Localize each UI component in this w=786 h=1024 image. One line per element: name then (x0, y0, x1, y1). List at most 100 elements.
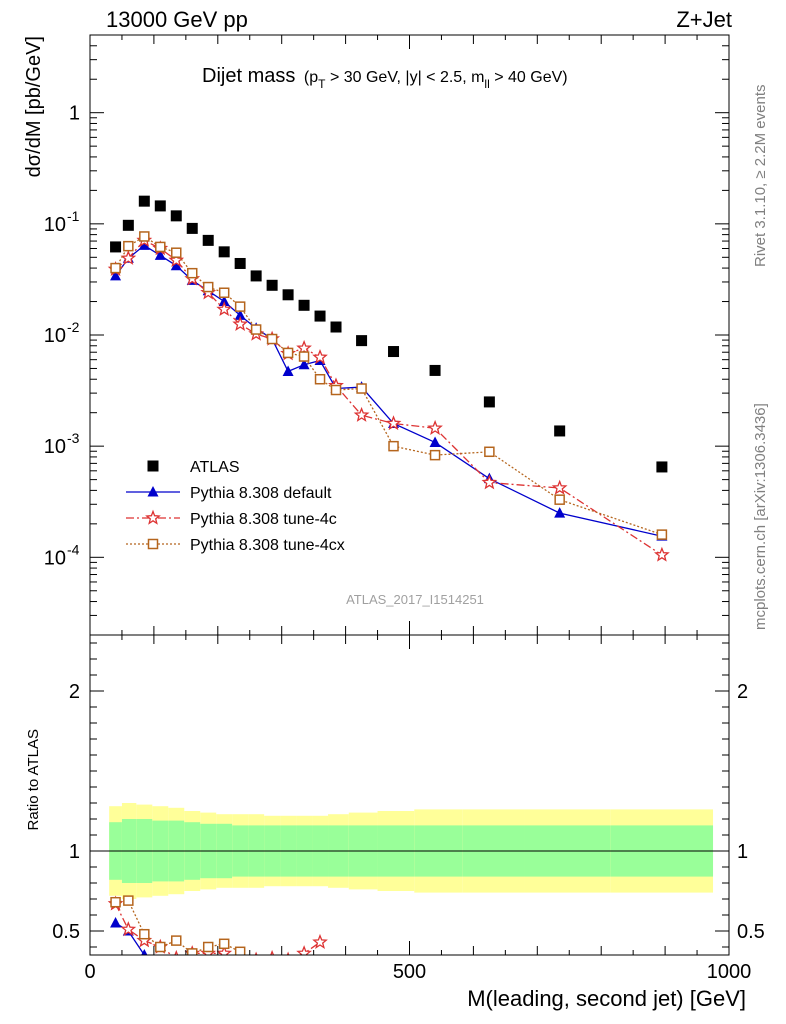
data-point (314, 310, 326, 322)
x-tick-label: 1000 (707, 961, 752, 983)
data-point (168, 252, 185, 268)
data-point (356, 383, 367, 394)
ratio-tick-label-left: 1 (69, 841, 80, 863)
ratio-point (234, 946, 246, 955)
data-point (110, 269, 122, 281)
data-point (122, 219, 134, 231)
legend-marker (145, 509, 161, 525)
ratio-line (115, 899, 241, 955)
data-point (232, 315, 249, 331)
data-point (218, 295, 230, 307)
data-point (330, 321, 342, 333)
legend-entry: ATLAS (147, 459, 240, 476)
data-point (429, 436, 441, 447)
data-point (154, 200, 166, 212)
y-tick-label: 10 (44, 436, 66, 458)
x-tick-label: 0 (84, 961, 95, 983)
ratio-frame (89, 634, 730, 956)
ratio-point (139, 928, 150, 940)
ratio-point (155, 941, 166, 953)
legend-entry: Pythia 8.308 tune-4cx (126, 537, 345, 554)
y-tick-exponent: -4 (67, 541, 80, 557)
data-point (250, 270, 262, 282)
legend-label: Pythia 8.308 default (190, 485, 332, 502)
data-point (483, 396, 495, 408)
ratio-point (216, 945, 233, 955)
data-point (484, 446, 495, 458)
legend-label: Pythia 8.308 tune-4c (190, 511, 337, 528)
main-series (107, 195, 670, 562)
y-tick-exponent: -2 (67, 319, 80, 335)
data-point (298, 358, 310, 370)
y-tick-exponent: -1 (67, 208, 80, 224)
ratio-point (120, 921, 137, 937)
legend-entry: Pythia 8.308 default (126, 485, 332, 502)
data-point (218, 246, 230, 258)
ratio-point (186, 948, 198, 955)
data-point (282, 347, 294, 359)
data-point (356, 335, 368, 347)
data-point (429, 449, 441, 461)
ratio-tick-label-left: 0.5 (52, 921, 80, 943)
ratio-tick-label-left: 2 (69, 681, 80, 703)
data-point (154, 249, 166, 260)
analysis-id: ATLAS_2017_I1514251 (346, 592, 484, 607)
data-point (330, 384, 342, 396)
rivet-version-note: Rivet 3.1.10, ≥ 2.2M events (752, 85, 769, 268)
main-frame (89, 34, 730, 636)
legend: ATLAS Pythia 8.308 default Pythia 8.308 tu… (126, 459, 345, 554)
data-point (298, 299, 310, 311)
data-point (554, 425, 566, 437)
ratio-point (312, 933, 328, 949)
data-point (138, 195, 150, 207)
data-point (250, 324, 262, 335)
data-point (656, 461, 668, 473)
data-point (298, 351, 310, 362)
data-point (266, 333, 278, 345)
data-point (186, 222, 198, 234)
chart-title-main: Dijet mass (202, 65, 295, 87)
data-point (171, 247, 182, 258)
y-axis-label: dσ/dM [pb/GeV] (23, 36, 45, 177)
data-point (653, 546, 670, 562)
header-left: 13000 GeV pp (106, 7, 248, 32)
data-point (314, 373, 326, 385)
ratio-point (270, 949, 275, 955)
legend-label: Pythia 8.308 tune-4cx (190, 537, 345, 554)
data-point (110, 262, 121, 274)
y-tick-label: 10 (44, 325, 66, 347)
data-point (234, 257, 246, 269)
data-point (234, 309, 246, 320)
ratio-point (218, 938, 230, 950)
ratio-point (141, 949, 148, 955)
data-point (138, 239, 150, 250)
data-point (554, 494, 565, 505)
ratio-pythia-8-308-tune-4cx (110, 895, 246, 955)
chart-title-sub: (pT > 30 GeV, |y| < 2.5, mll > 40 GeV) (304, 69, 568, 91)
ratio-tick-label-right: 2 (737, 681, 748, 703)
x-axis-label: M(leading, second jet) [GeV] (467, 986, 746, 1011)
y-tick-label: 1 (69, 103, 80, 125)
data-point (282, 289, 294, 301)
axis-ticks (89, 34, 730, 955)
legend-marker (147, 486, 159, 497)
ratio-point (110, 896, 121, 908)
data-point (170, 259, 182, 271)
chart-title: Dijet mass (pT > 30 GeV, |y| < 2.5, mll … (202, 65, 568, 91)
legend-entry: Pythia 8.308 tune-4c (126, 509, 337, 528)
data-point (353, 406, 370, 422)
ratio-tick-label-right: 1 (737, 841, 748, 863)
y-tick-label: 10 (44, 547, 66, 569)
data-point (110, 241, 122, 253)
ratio-point (123, 895, 134, 906)
data-point (216, 301, 233, 317)
header-right: Z+Jet (676, 7, 732, 32)
data-point (551, 479, 568, 495)
ratio-y-axis-label: Ratio to ATLAS (25, 729, 42, 830)
data-point (123, 240, 134, 252)
y-tick-label: 10 (44, 214, 66, 236)
ratio-series-group (107, 895, 328, 955)
data-point (170, 210, 182, 222)
data-point (234, 301, 246, 312)
